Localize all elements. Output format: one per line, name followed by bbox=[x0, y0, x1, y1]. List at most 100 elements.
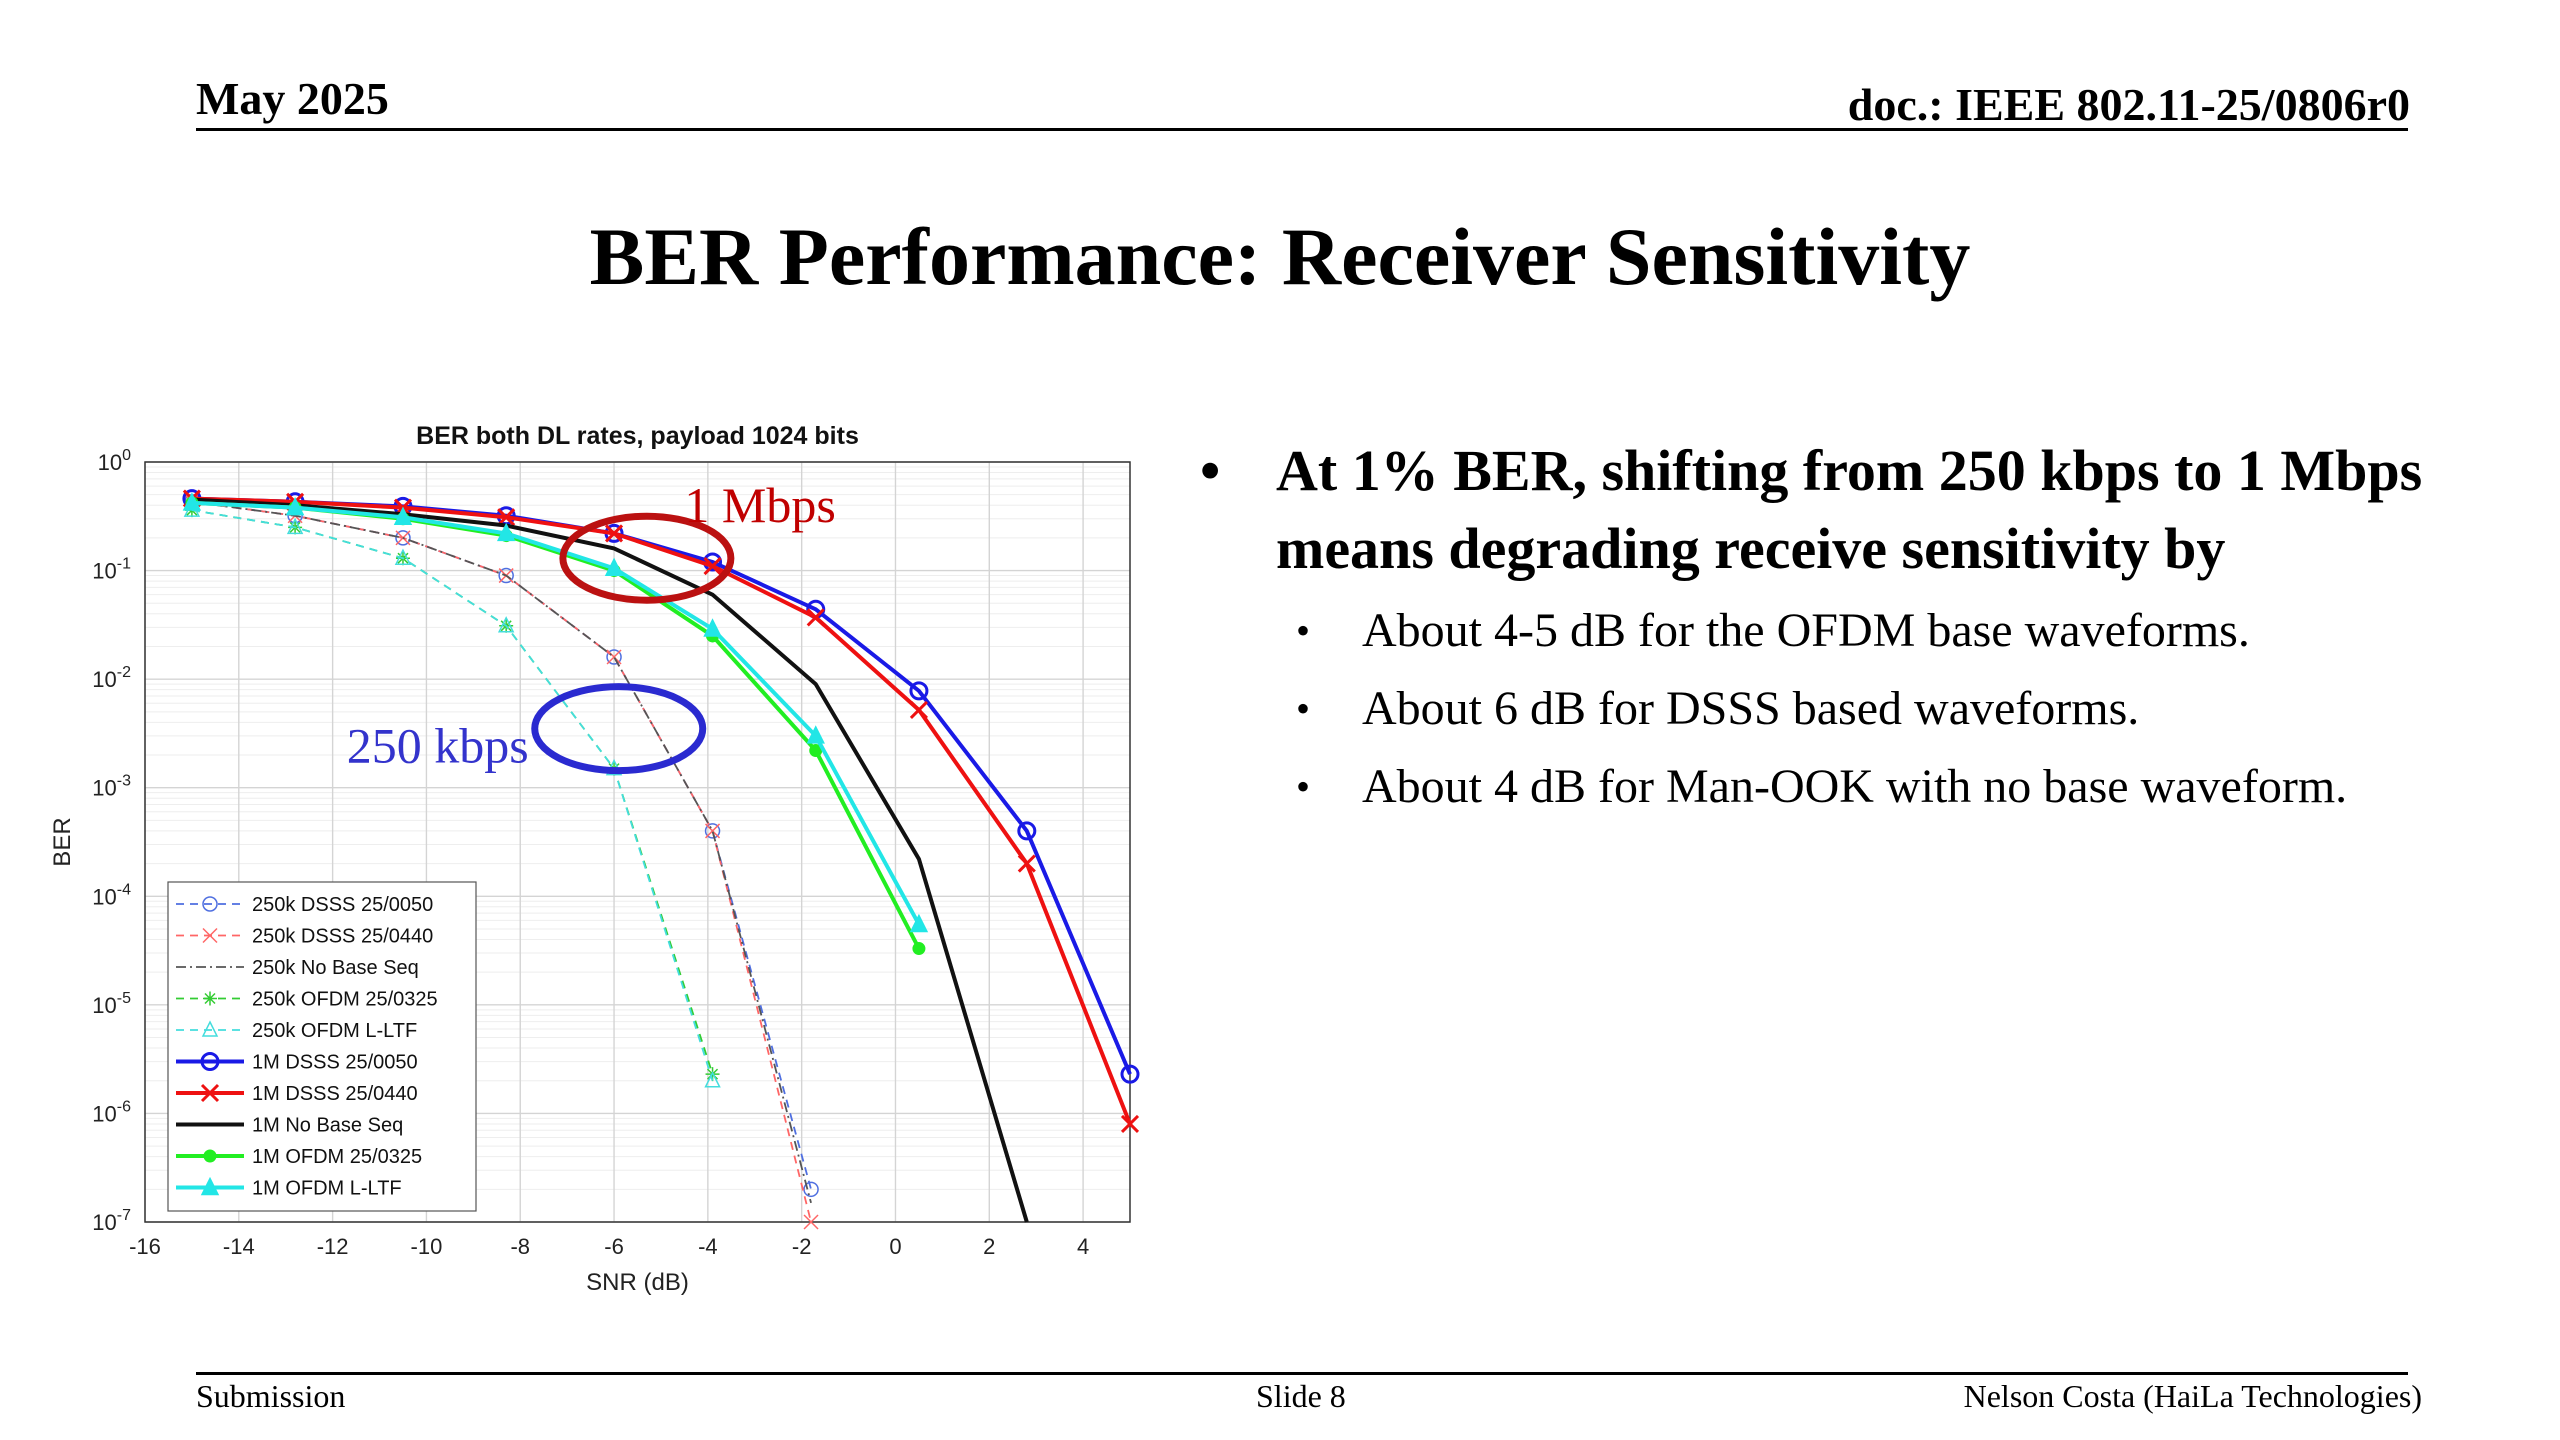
bullet-main: • At 1% BER, shifting from 250 kbps to 1… bbox=[1196, 432, 2536, 588]
x-tick-label: -2 bbox=[792, 1234, 812, 1259]
x-tick-label: 4 bbox=[1077, 1234, 1089, 1259]
y-tick-label: 10-7 bbox=[92, 1207, 131, 1235]
x-tick-label: -6 bbox=[604, 1234, 624, 1259]
ber-chart: -16 -14 -12 -10 -8 -6 -4 -2 0 2 4 100 10-1 10-2 10-3 10… bbox=[40, 410, 1150, 1310]
data-point bbox=[909, 913, 929, 933]
data-point bbox=[203, 1149, 217, 1163]
series-line bbox=[191, 500, 812, 1204]
data-point bbox=[912, 942, 926, 956]
sub-bullet-list: • About 4-5 dB for the OFDM base wavefor… bbox=[1196, 592, 2536, 826]
data-point bbox=[497, 616, 515, 633]
annotation-label-250kbps: 250 kbps bbox=[347, 718, 529, 774]
data-point bbox=[285, 496, 305, 516]
data-point bbox=[606, 649, 622, 665]
data-point bbox=[703, 618, 722, 637]
data-point bbox=[803, 1181, 819, 1198]
data-point bbox=[909, 700, 928, 720]
data-point bbox=[806, 725, 825, 744]
data-point bbox=[202, 927, 218, 944]
y-axis-label: BER bbox=[49, 817, 76, 866]
sub-bullet-dot: • bbox=[1296, 686, 1311, 731]
data-point bbox=[200, 1176, 220, 1196]
bullet-main-text: At 1% BER, shifting from 250 kbps to 1 M… bbox=[1276, 438, 2423, 581]
data-point bbox=[286, 517, 304, 535]
data-point bbox=[395, 530, 411, 546]
sub-bullet-dot: • bbox=[1296, 764, 1311, 809]
x-tick-label: -10 bbox=[411, 1234, 443, 1259]
header-doc-id: doc.: IEEE 802.11-25/0806r0 bbox=[1847, 79, 2410, 130]
legend-entry-label: 250k No Base Seq bbox=[252, 957, 419, 979]
y-tick-label: 10-1 bbox=[92, 556, 131, 584]
data-point bbox=[604, 524, 624, 543]
data-point bbox=[200, 1052, 220, 1071]
chart-annotations: 1 Mbps 250 kbps bbox=[347, 477, 836, 775]
data-point bbox=[1017, 854, 1036, 873]
data-point bbox=[201, 1020, 219, 1037]
x-tick-label: -12 bbox=[317, 1234, 349, 1259]
sub-bullet-text: About 4-5 dB for the OFDM base waveforms… bbox=[1362, 604, 2250, 657]
y-tick-label: 10-2 bbox=[92, 664, 131, 692]
annotation-ellipse-250kbps bbox=[531, 683, 707, 775]
sub-bullet: • About 6 dB for DSSS based waveforms. bbox=[1196, 670, 2536, 748]
legend-entry-label: 250k DSSS 25/0050 bbox=[252, 894, 433, 916]
bullet-list: • At 1% BER, shifting from 250 kbps to 1… bbox=[1196, 432, 2536, 826]
data-point bbox=[1120, 1114, 1140, 1134]
data-point bbox=[182, 492, 202, 511]
legend-entry-label: 1M DSSS 25/0440 bbox=[252, 1083, 418, 1105]
series-1m-ofdm-l-ltf bbox=[182, 492, 929, 933]
y-tick-label: 10-6 bbox=[92, 1098, 131, 1126]
data-point bbox=[604, 557, 624, 577]
data-point bbox=[1120, 1064, 1140, 1084]
footer-slide-number: Slide 8 bbox=[1256, 1378, 1346, 1414]
footer-submission: Submission bbox=[196, 1378, 346, 1414]
data-point bbox=[200, 1083, 220, 1103]
sub-bullet: • About 4 dB for Man-OOK with no base wa… bbox=[1196, 748, 2536, 826]
footer-author: Nelson Costa (HaiLa Technologies) bbox=[1963, 1378, 2422, 1414]
y-tick-label: 10-3 bbox=[92, 773, 131, 801]
series-250k-no-base-seq bbox=[191, 500, 812, 1204]
legend-entry-label: 1M DSSS 25/0050 bbox=[252, 1052, 418, 1074]
data-point bbox=[803, 1214, 819, 1230]
y-tick-label: 10-4 bbox=[92, 881, 131, 909]
data-point bbox=[496, 522, 516, 542]
series-line bbox=[191, 496, 1132, 1125]
legend-entry-label: 250k OFDM 25/0325 bbox=[252, 989, 438, 1011]
y-tick-label: 100 bbox=[98, 447, 131, 475]
series-1m-no-base-seq bbox=[191, 497, 1029, 1223]
data-point bbox=[394, 548, 412, 565]
y-tick-label: 10-5 bbox=[92, 990, 131, 1018]
x-tick-label: -8 bbox=[510, 1234, 530, 1259]
x-tick-label: -14 bbox=[223, 1234, 255, 1259]
series-line bbox=[191, 509, 714, 1082]
chart-legend: 250k DSSS 25/0050 250k DSSS 25/0440 250k N… bbox=[167, 881, 477, 1212]
data-point bbox=[497, 508, 516, 527]
annotation-ellipse-1mbps bbox=[559, 512, 735, 604]
series-line bbox=[191, 497, 1029, 1223]
bullet-dot: • bbox=[1200, 438, 1221, 503]
chart-axes: -16 -14 -12 -10 -8 -6 -4 -2 0 2 4 100 10-1 10-2 10-3 10… bbox=[49, 422, 1131, 1296]
x-tick-label: -4 bbox=[698, 1234, 718, 1259]
data-point bbox=[498, 567, 514, 584]
header-date: May 2025 bbox=[196, 73, 389, 124]
sub-bullet-text: About 6 dB for DSSS based waveforms. bbox=[1362, 682, 2140, 735]
legend-entry-label: 1M No Base Seq bbox=[252, 1115, 403, 1137]
data-point bbox=[806, 608, 825, 627]
x-axis-label: SNR (dB) bbox=[586, 1269, 689, 1296]
chart-title: BER both DL rates, payload 1024 bits bbox=[416, 422, 859, 450]
series-line bbox=[191, 500, 921, 926]
footer-rule bbox=[196, 1372, 2408, 1375]
data-point bbox=[393, 506, 413, 525]
data-point bbox=[203, 991, 217, 1006]
data-point bbox=[704, 823, 721, 839]
annotation-label-1mbps: 1 Mbps bbox=[684, 477, 835, 533]
sub-bullet-dot: • bbox=[1296, 608, 1311, 653]
data-point bbox=[606, 649, 622, 665]
data-point bbox=[704, 1071, 721, 1088]
x-tick-label: 2 bbox=[983, 1234, 995, 1259]
data-point bbox=[909, 681, 929, 701]
data-point bbox=[705, 823, 721, 839]
data-point bbox=[703, 557, 722, 576]
sub-bullet: • About 4-5 dB for the OFDM base wavefor… bbox=[1196, 592, 2536, 670]
legend-entry-label: 250k OFDM L-LTF bbox=[252, 1020, 417, 1042]
